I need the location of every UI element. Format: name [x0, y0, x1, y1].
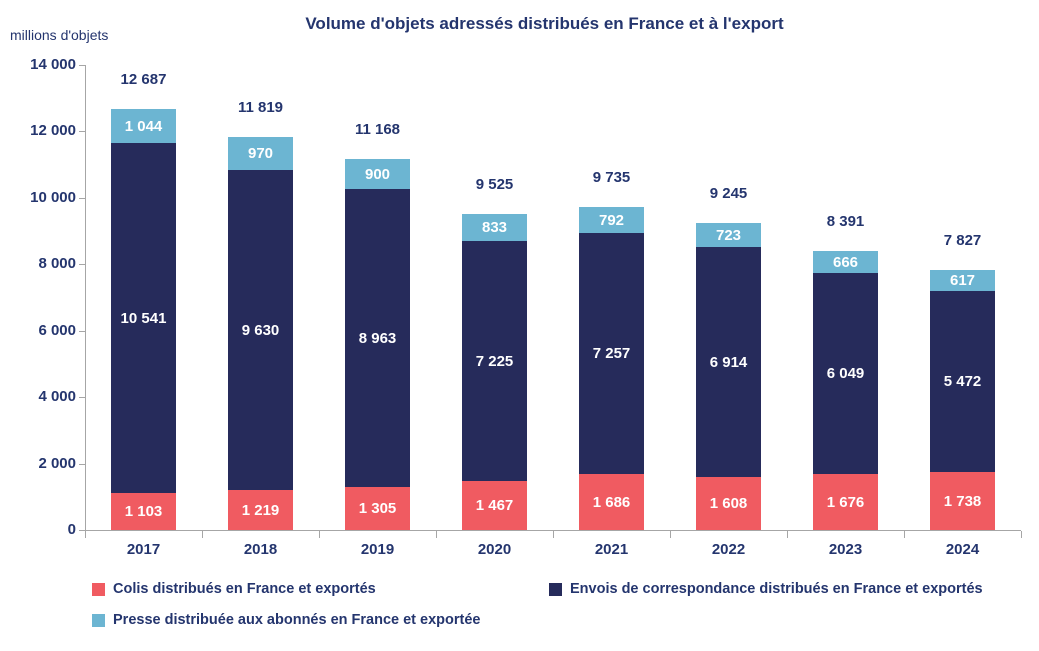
y-tick-label: 0 — [67, 521, 76, 538]
legend-label: Colis distribués en France et exportés — [113, 581, 376, 597]
bar-segment-correspondance-2021: 7 257 — [579, 233, 644, 474]
total-label-2021: 9 735 — [592, 169, 631, 186]
y-tick-mark — [79, 331, 85, 332]
legend-label: Envois de correspondance distribués en F… — [570, 581, 983, 597]
bar-segment-colis-2024: 1 738 — [930, 472, 995, 530]
total-label-2018: 11 819 — [237, 99, 284, 116]
x-category-label-2021: 2021 — [594, 541, 629, 558]
legend-swatch-icon — [92, 582, 105, 596]
legend-label: Presse distribuée aux abonnés en France … — [113, 612, 481, 628]
chart-title: Volume d'objets adressés distribués en F… — [305, 14, 784, 33]
x-tick-mark — [202, 531, 203, 538]
bar-segment-colis-2023: 1 676 — [813, 474, 878, 530]
y-tick-label: 12 000 — [30, 122, 76, 139]
legend-item-1: Envois de correspondance distribués en F… — [549, 581, 983, 597]
y-tick-mark — [79, 264, 85, 265]
bar-segment-presse-2017: 1 044 — [111, 109, 176, 143]
bar-segment-colis-2017: 1 103 — [111, 493, 176, 530]
x-category-label-2020: 2020 — [477, 541, 512, 558]
bar-segment-correspondance-2017: 10 541 — [111, 143, 176, 493]
total-label-2023: 8 391 — [826, 213, 865, 230]
bar-segment-correspondance-2020: 7 225 — [462, 241, 527, 481]
bar-segment-colis-2022: 1 608 — [696, 477, 761, 530]
x-category-label-2017: 2017 — [126, 541, 161, 558]
y-axis-line — [85, 65, 86, 531]
x-category-label-2023: 2023 — [828, 541, 863, 558]
bar-segment-correspondance-2023: 6 049 — [813, 273, 878, 474]
bar-segment-presse-2019: 900 — [345, 159, 410, 189]
bar-segment-presse-2018: 970 — [228, 137, 293, 170]
x-axis-line — [85, 530, 1021, 531]
x-tick-mark — [436, 531, 437, 538]
bar-segment-correspondance-2018: 9 630 — [228, 170, 293, 490]
y-tick-mark — [79, 397, 85, 398]
y-tick-label: 10 000 — [30, 189, 76, 206]
bar-segment-presse-2021: 792 — [579, 207, 644, 233]
legend-swatch-icon — [92, 613, 105, 627]
y-tick-label: 2 000 — [38, 455, 76, 472]
bar-segment-correspondance-2019: 8 963 — [345, 189, 410, 487]
legend-item-2: Presse distribuée aux abonnés en France … — [92, 612, 480, 628]
bar-segment-colis-2019: 1 305 — [345, 487, 410, 530]
x-tick-mark — [670, 531, 671, 538]
bar-segment-correspondance-2022: 6 914 — [696, 247, 761, 477]
x-tick-mark — [85, 531, 86, 538]
bar-segment-presse-2023: 666 — [813, 251, 878, 273]
y-tick-mark — [79, 65, 85, 66]
total-label-2017: 12 687 — [120, 71, 167, 88]
bar-segment-presse-2022: 723 — [696, 223, 761, 247]
x-tick-mark — [1021, 531, 1022, 538]
legend-item-0: Colis distribués en France et exportés — [92, 581, 376, 597]
total-label-2022: 9 245 — [709, 185, 748, 202]
y-tick-label: 6 000 — [38, 322, 76, 339]
x-category-label-2024: 2024 — [945, 541, 980, 558]
y-tick-mark — [79, 131, 85, 132]
bar-segment-correspondance-2024: 5 472 — [930, 291, 995, 472]
y-tick-mark — [79, 198, 85, 199]
total-label-2019: 11 168 — [354, 121, 401, 138]
bar-segment-presse-2024: 617 — [930, 270, 995, 291]
x-category-label-2022: 2022 — [711, 541, 746, 558]
x-category-label-2018: 2018 — [243, 541, 278, 558]
x-tick-mark — [553, 531, 554, 538]
y-tick-label: 8 000 — [38, 255, 76, 272]
x-tick-mark — [904, 531, 905, 538]
y-tick-label: 4 000 — [38, 388, 76, 405]
bar-segment-colis-2021: 1 686 — [579, 474, 644, 530]
x-category-label-2019: 2019 — [360, 541, 395, 558]
bar-segment-colis-2018: 1 219 — [228, 490, 293, 530]
total-label-2024: 7 827 — [943, 232, 982, 249]
y-tick-mark — [79, 530, 85, 531]
legend-swatch-icon — [549, 582, 562, 596]
bar-segment-colis-2020: 1 467 — [462, 481, 527, 530]
x-tick-mark — [787, 531, 788, 538]
y-axis-unit-label: millions d'objets — [10, 27, 109, 43]
y-tick-label: 14 000 — [30, 56, 76, 73]
y-tick-mark — [79, 464, 85, 465]
total-label-2020: 9 525 — [475, 176, 514, 193]
x-tick-mark — [319, 531, 320, 538]
bar-segment-presse-2020: 833 — [462, 214, 527, 241]
